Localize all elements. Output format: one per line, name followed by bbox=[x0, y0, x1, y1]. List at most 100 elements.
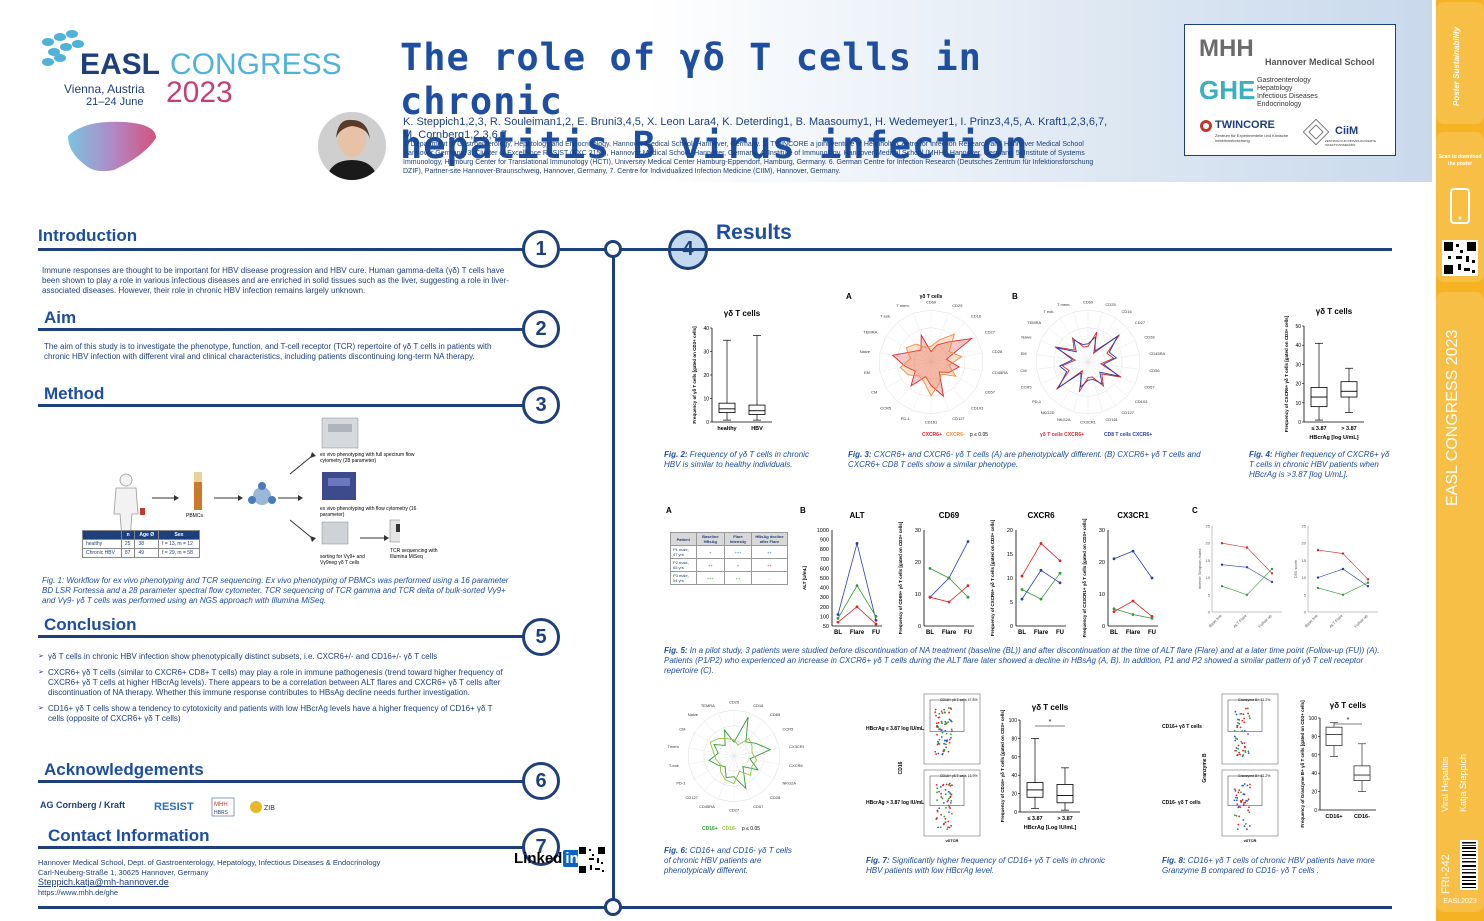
event-dot bbox=[1248, 806, 1250, 809]
poster-title: The role of γδ T cells in chronic hepati… bbox=[400, 36, 1160, 168]
sidebar-topic: Viral Hepatitis bbox=[1440, 756, 1450, 812]
event-dot bbox=[949, 733, 952, 736]
event-dot bbox=[1241, 742, 1244, 745]
event-dot bbox=[1247, 750, 1250, 753]
easl-wordmark: EASL bbox=[80, 48, 161, 81]
contact-email[interactable]: Steppich.katja@mh-hannover.de bbox=[38, 877, 169, 887]
radar-axis-label: CD45RA bbox=[992, 370, 1008, 375]
event-dot bbox=[949, 796, 952, 799]
radar-axis-label: Naive bbox=[1021, 335, 1032, 340]
dzif-logo-icon bbox=[250, 801, 262, 813]
event-dot bbox=[945, 783, 948, 786]
y-axis-label: Granzyme B bbox=[1202, 753, 1208, 783]
x-tick-label: ≤ 3.87 bbox=[1311, 426, 1326, 432]
y-axis-label: Frequency of CX3CR1+ γδ T cells [gated o… bbox=[1082, 518, 1087, 637]
data-point bbox=[836, 616, 840, 620]
y-tick-label: 30 bbox=[915, 528, 921, 534]
event-dot bbox=[1248, 811, 1251, 813]
event-dot bbox=[1237, 747, 1240, 750]
event-dot bbox=[938, 738, 941, 741]
event-dot bbox=[940, 710, 943, 713]
fig2-caption: Fig. 2: Frequency of γδ T cells in chron… bbox=[664, 450, 809, 470]
person-icon bbox=[113, 473, 139, 539]
data-point bbox=[836, 620, 840, 624]
contact-website[interactable]: https://www.mhh.de/ghe bbox=[38, 888, 119, 897]
data-point bbox=[1341, 567, 1345, 571]
y-tick-label: 20 bbox=[1007, 528, 1013, 534]
flow-plot-frame bbox=[923, 769, 981, 837]
event-dot bbox=[936, 817, 938, 819]
radar-spoke bbox=[1059, 361, 1089, 406]
radar-spoke bbox=[718, 712, 735, 757]
flow1-label: ex vivo phenotyping with full spectrum f… bbox=[320, 452, 415, 464]
table-header-row: Patient Baseline HBsAg Flare Intensity H… bbox=[670, 532, 789, 546]
radar-axis-label: CCR5 bbox=[1021, 384, 1033, 389]
event-dot bbox=[945, 806, 947, 809]
event-dot bbox=[939, 786, 942, 788]
event-dot bbox=[939, 728, 941, 731]
event-dot bbox=[1240, 801, 1242, 804]
data-point bbox=[836, 613, 840, 616]
data-point bbox=[855, 542, 859, 545]
event-dot bbox=[944, 793, 947, 796]
method-divider bbox=[38, 404, 524, 407]
y-axis-label: Frequency of CD69+ γδ T cells [gated on … bbox=[898, 521, 903, 634]
chart-title: γδ T cells bbox=[1032, 703, 1069, 712]
event-dot bbox=[936, 809, 939, 812]
radar-axis-label: CCR5 bbox=[880, 405, 892, 410]
y-tick-label: 20 bbox=[915, 560, 921, 566]
event-dot bbox=[1248, 717, 1251, 720]
sidebar-author: Katja Steppich bbox=[1458, 753, 1468, 812]
event-dot bbox=[936, 791, 938, 794]
event-dot bbox=[950, 800, 953, 802]
y-tick-label: 100 bbox=[820, 614, 829, 620]
radar-spoke bbox=[733, 755, 774, 780]
y-tick-label: 5 bbox=[1304, 592, 1307, 597]
group-label: HBcrAg > 3.87 log IU/mL bbox=[866, 800, 924, 806]
data-point bbox=[1039, 568, 1043, 572]
event-dot bbox=[1243, 742, 1246, 744]
event-dot bbox=[1241, 730, 1244, 732]
x-tick-label: ALT Flare bbox=[1232, 613, 1248, 629]
section-number-6: 6 bbox=[522, 762, 560, 800]
author-photo bbox=[318, 112, 386, 180]
linkedin-logo[interactable]: Linked in bbox=[514, 850, 581, 867]
table-header: Sex bbox=[158, 530, 200, 540]
pbmcs-label: PBMCs bbox=[186, 513, 203, 519]
y-tick-label: 100 bbox=[1309, 716, 1318, 722]
aim-title: Aim bbox=[44, 308, 77, 327]
data-point bbox=[947, 600, 951, 604]
linkedin-qr-icon[interactable] bbox=[578, 846, 606, 874]
event-dot bbox=[949, 785, 952, 787]
event-dot bbox=[1235, 794, 1238, 797]
y-tick-label: 20 bbox=[1099, 560, 1105, 566]
funding-logos: RESIST MHH HBRS ZIB bbox=[154, 797, 275, 817]
radar-axis-label: CM bbox=[871, 390, 877, 395]
event-dot bbox=[1243, 783, 1246, 785]
data-point bbox=[1020, 574, 1024, 578]
radar-axis-label: T-eok bbox=[669, 763, 679, 768]
legend-item: γδ T cells CXCR6+ bbox=[1040, 432, 1084, 438]
event-dot bbox=[1235, 749, 1238, 752]
section-number-5: 5 bbox=[522, 618, 560, 656]
event-dot bbox=[948, 811, 950, 814]
qr-code-icon[interactable] bbox=[1442, 240, 1478, 276]
data-point bbox=[1316, 576, 1320, 579]
event-dot bbox=[1234, 788, 1236, 791]
event-dot bbox=[935, 783, 938, 786]
radar-axis-label: T mem. bbox=[1057, 302, 1070, 307]
event-dot bbox=[938, 807, 941, 810]
event-dot bbox=[940, 796, 943, 798]
radar-axis-label: CD28 bbox=[1144, 335, 1155, 340]
data-point bbox=[1039, 542, 1043, 545]
event-dot bbox=[947, 797, 950, 800]
institution-logos: MHH Hannover Medical School GHE Gastroen… bbox=[1184, 24, 1396, 156]
x-tick-label: BL bbox=[1018, 630, 1026, 636]
radar-axis-label: T eok. bbox=[880, 314, 891, 319]
gate-label: Granzyme B+ 71.2% bbox=[1238, 698, 1270, 702]
event-dot bbox=[1237, 721, 1239, 724]
event-dot bbox=[1247, 798, 1250, 801]
event-dot bbox=[1240, 740, 1243, 743]
y-tick-label: 80 bbox=[1011, 736, 1017, 742]
data-point bbox=[1270, 567, 1274, 571]
